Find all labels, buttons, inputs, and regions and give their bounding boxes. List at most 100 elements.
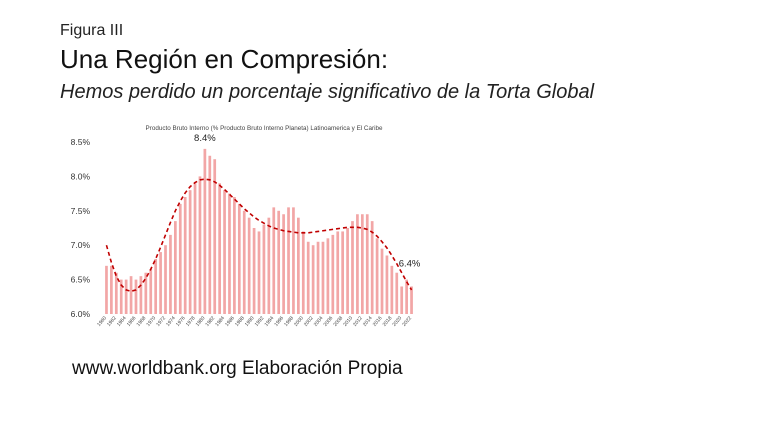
bar-1998 [292, 207, 295, 314]
bar-1966 [134, 279, 138, 314]
trend-line [105, 178, 413, 293]
y-tick-label: 6.0% [71, 309, 91, 319]
x-tick-label: 1992 [254, 315, 266, 328]
x-tick-label: 1994 [264, 315, 276, 328]
x-tick-label: 1966 [126, 315, 138, 328]
bar-2012 [360, 214, 364, 314]
x-tick-label: 2014 [362, 315, 374, 328]
y-tick-label: 6.5% [71, 275, 91, 285]
bar-2008 [341, 231, 345, 314]
bar-1984 [223, 190, 226, 314]
bar-1999 [297, 217, 300, 314]
figure-label: Figura III [60, 22, 124, 39]
x-tick-label: 1988 [234, 315, 246, 328]
bar-1977 [188, 190, 192, 314]
x-tick-label: 1976 [175, 315, 187, 328]
x-tick-label: 2012 [352, 315, 364, 328]
x-tick-label: 2002 [303, 315, 315, 328]
bar-2022 [410, 286, 413, 314]
bar-1961 [110, 265, 113, 314]
bar-1962 [114, 272, 118, 314]
x-tick-label: 2004 [313, 315, 325, 328]
x-tick-label: 1962 [106, 315, 118, 328]
bar-1988 [242, 210, 246, 314]
y-tick-label: 8.0% [71, 171, 91, 181]
x-tick-label: 1968 [136, 315, 148, 328]
bar-2016 [380, 248, 384, 314]
x-tick-label: 1998 [283, 315, 295, 328]
y-tick-label: 8.5% [71, 137, 91, 147]
bar-2000 [301, 231, 305, 314]
bar-1995 [277, 210, 281, 314]
bar-2002 [311, 245, 315, 314]
bar-1974 [174, 221, 177, 314]
bar-1971 [159, 252, 162, 314]
x-tick-label: 1974 [165, 315, 177, 328]
x-tick-label: 1982 [204, 315, 216, 328]
x-tick-label: 1978 [185, 315, 197, 328]
page-title: Una Región en Compresión: [60, 44, 389, 74]
annotation-label: 8.4% [194, 133, 216, 144]
bar-1990 [252, 228, 256, 314]
bar-2005 [326, 238, 330, 314]
bar-1985 [228, 193, 231, 314]
page-subtitle: Hemos perdido un porcentaje significativ… [60, 81, 595, 103]
x-tick-label: 1964 [116, 315, 128, 328]
x-tick-label: 1984 [214, 315, 226, 328]
bar-1976 [183, 197, 187, 314]
bar-2006 [331, 234, 335, 314]
bar-2013 [365, 214, 369, 314]
bar-1975 [178, 203, 182, 314]
x-tick-label: 2016 [372, 315, 384, 328]
chart-title: Producto Bruto Interno (% Producto Bruto… [146, 125, 383, 132]
bar-1973 [169, 234, 172, 314]
x-tick-label: 1972 [155, 315, 167, 328]
y-tick-label: 7.0% [71, 240, 91, 250]
bar-1979 [198, 176, 202, 314]
bar-1989 [247, 217, 251, 314]
y-axis-ticks: 6.0% 6.5% 7.0% 7.5% 8.0% 8.5% [71, 137, 91, 319]
bar-2014 [370, 221, 374, 314]
bar-1982 [213, 159, 217, 314]
x-tick-label: 2018 [382, 315, 394, 328]
x-tick-label: 1980 [195, 315, 207, 328]
bar-2007 [336, 231, 340, 314]
bar-1994 [272, 207, 276, 314]
x-tick-label: 1986 [224, 315, 236, 328]
bar-2015 [375, 238, 379, 314]
bar-1967 [139, 276, 143, 314]
x-tick-label: 1990 [244, 315, 256, 328]
x-tick-label: 2008 [332, 315, 344, 328]
bar-2001 [306, 241, 310, 314]
x-tick-label: 2010 [342, 315, 354, 328]
bar-1987 [237, 203, 241, 314]
bar-1978 [193, 183, 197, 314]
x-tick-label: 1996 [273, 315, 285, 328]
bar-2020 [400, 286, 404, 314]
bar-1965 [129, 276, 133, 314]
bar-1970 [154, 258, 158, 314]
x-tick-label: 2022 [401, 315, 413, 328]
bar-1981 [208, 155, 212, 314]
bar-1997 [287, 207, 290, 314]
bar-1980 [203, 148, 207, 314]
bar-2003 [316, 241, 320, 314]
bar-1972 [164, 245, 167, 314]
bar-2011 [356, 214, 359, 314]
x-tick-label: 2006 [323, 315, 335, 328]
source-note: www.worldbank.org Elaboración Propia [72, 358, 403, 379]
bar-2004 [321, 241, 325, 314]
annotations: 8.4% 6.4% [194, 133, 421, 270]
bar-1993 [267, 217, 271, 314]
bar-1963 [119, 279, 123, 314]
x-axis-ticks: 1960196219641966196819701972197419761978… [96, 315, 413, 328]
annotation-label: 6.4% [399, 258, 421, 269]
x-tick-label: 2020 [391, 315, 403, 328]
bar-1991 [257, 231, 261, 314]
bar-series [105, 148, 413, 314]
bar-2017 [385, 255, 389, 314]
bar-1969 [149, 269, 153, 314]
bar-2010 [351, 221, 354, 314]
bar-2009 [346, 228, 349, 314]
x-tick-label: 1970 [145, 315, 157, 328]
